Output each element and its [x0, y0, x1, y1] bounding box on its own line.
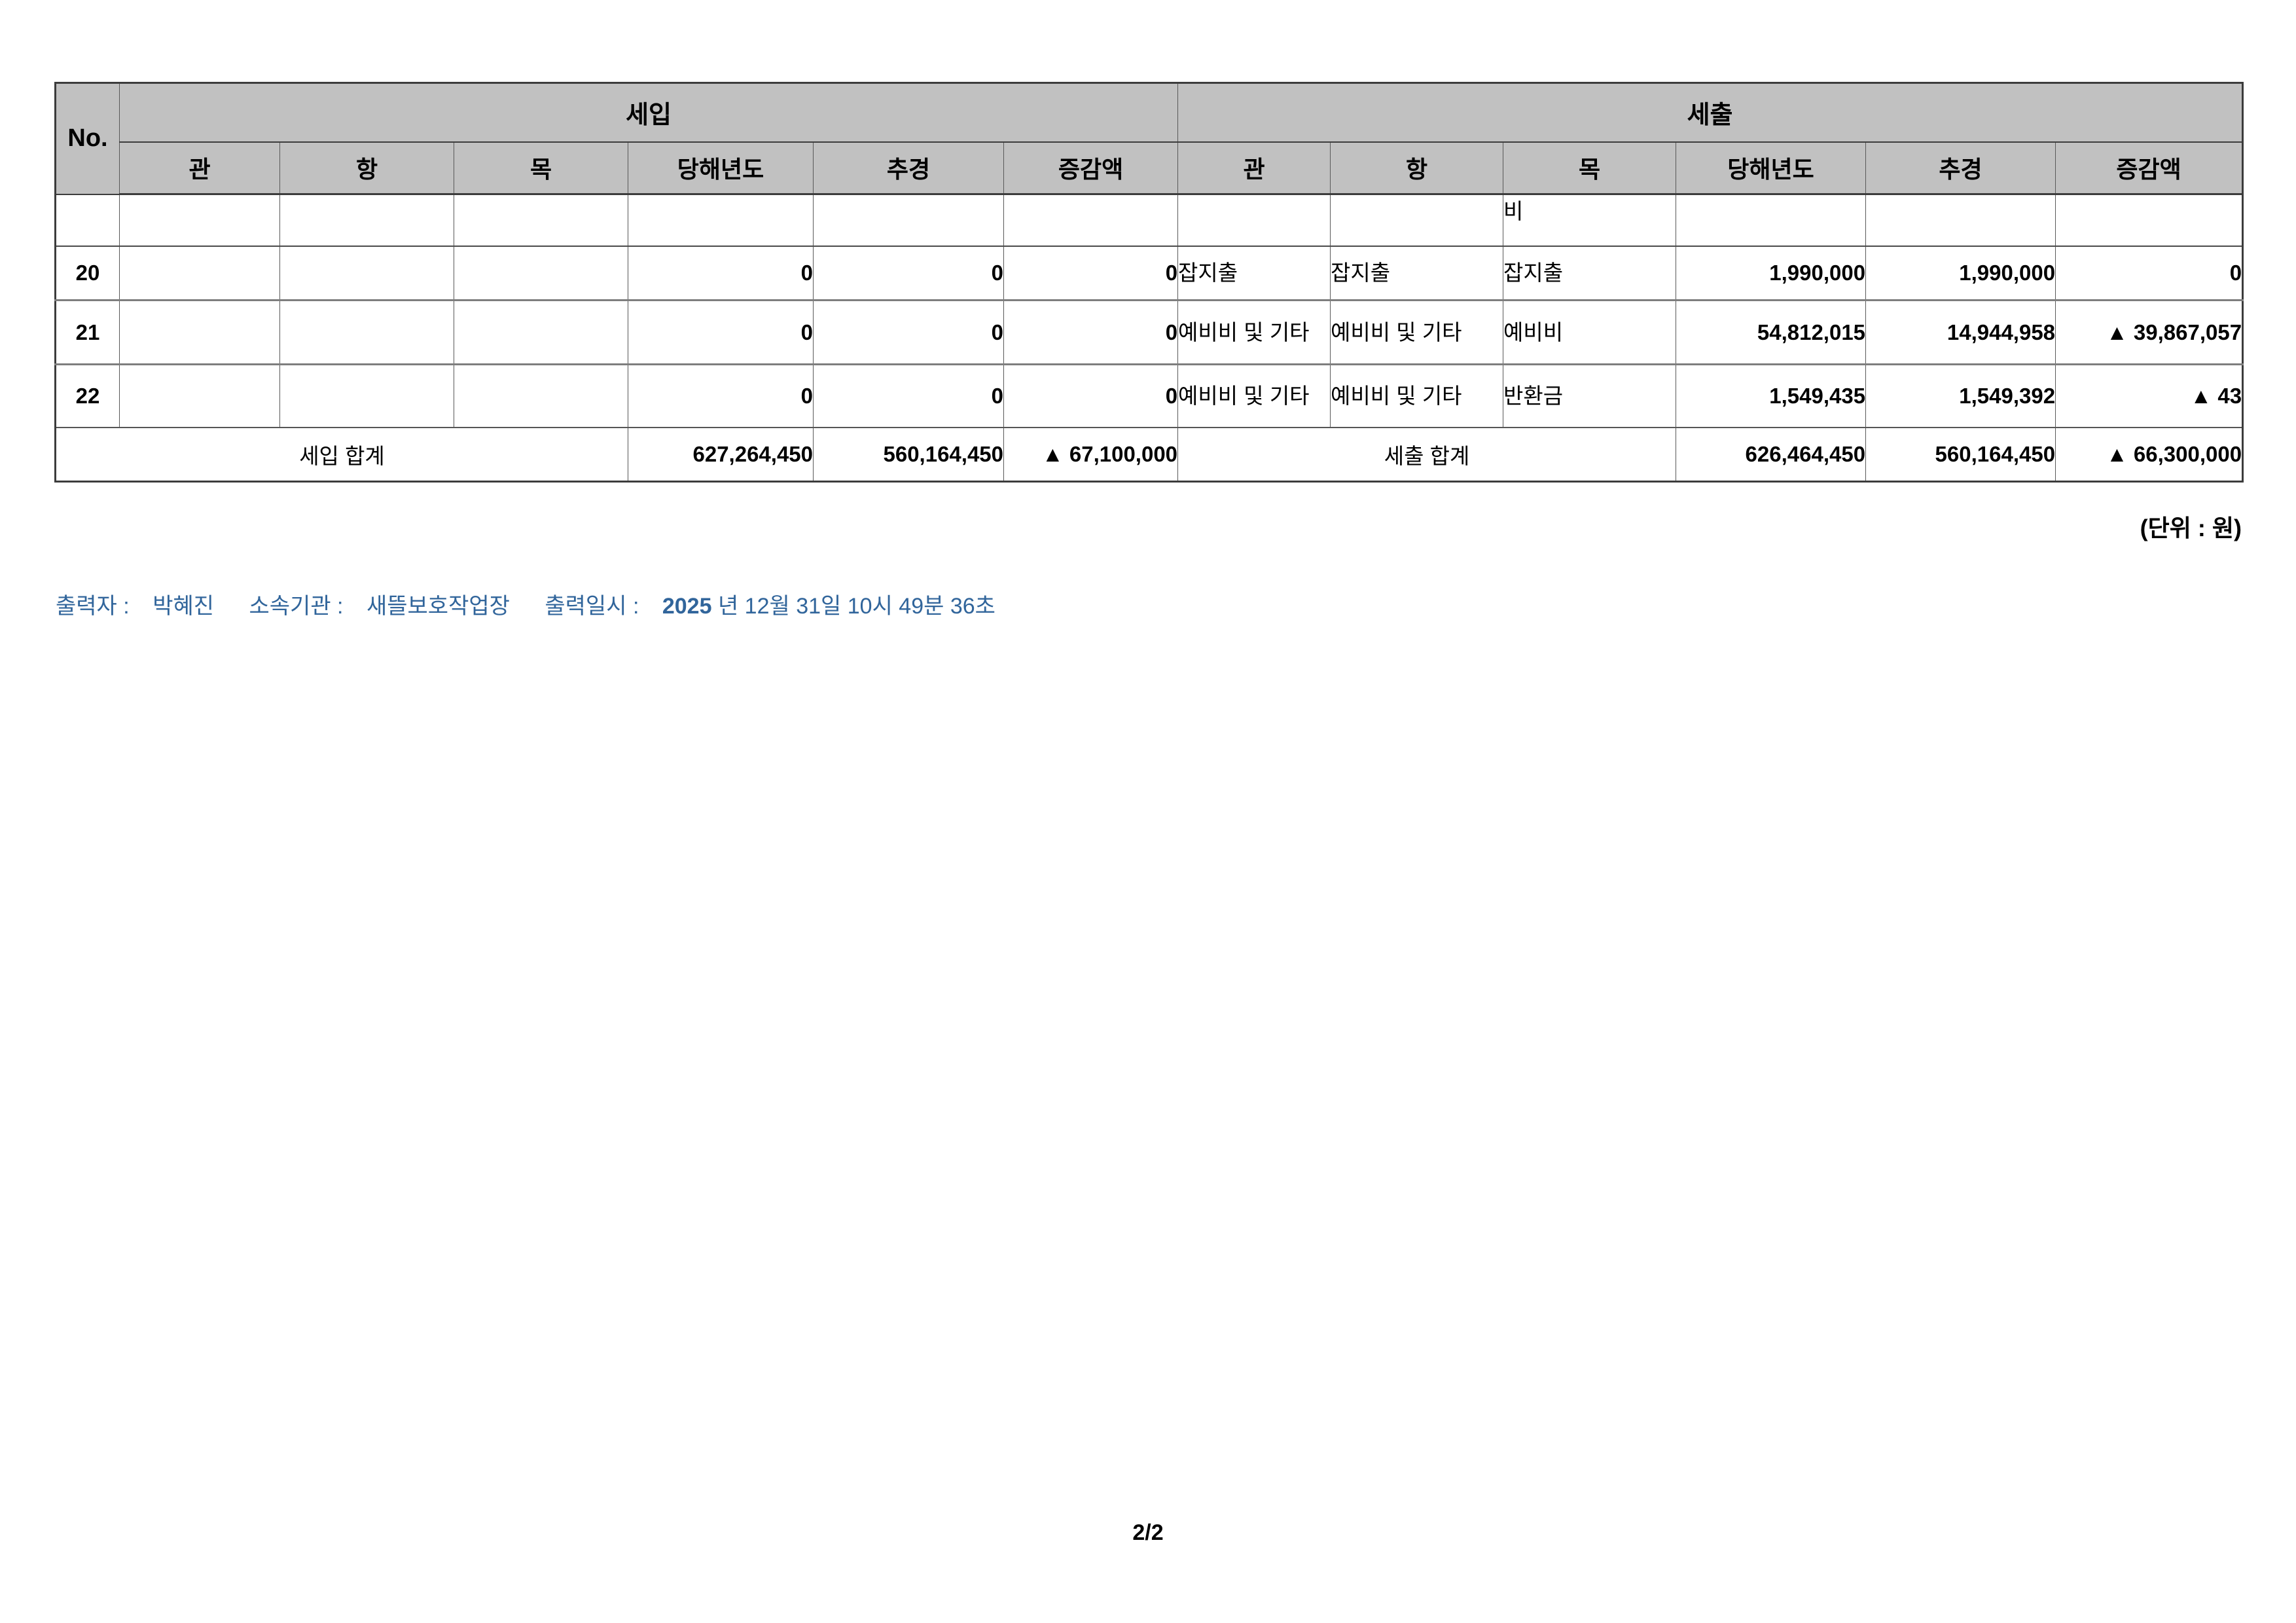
income-hang-cell	[279, 194, 454, 246]
expense-gwan-cell: 예비비 및 기타	[1177, 364, 1331, 428]
expense-hang-cell: 예비비 및 기타	[1330, 364, 1504, 428]
expense-hang-cell: 예비비 및 기타	[1330, 300, 1504, 365]
expense-suppl-cell: 1,990,000	[1865, 246, 2056, 301]
income-gwan-cell	[119, 300, 280, 365]
expense-current-year-header: 당해년도	[1676, 141, 1867, 195]
expense-total-label: 세출 합계	[1177, 427, 1677, 482]
expense-gwan-cell: 잡지출	[1177, 246, 1331, 301]
income-total-change: ▲ 67,100,000	[1003, 427, 1179, 482]
expense-current-cell: 1,990,000	[1676, 246, 1867, 301]
income-change-header: 증감액	[1003, 141, 1179, 195]
expense-total-suppl: 560,164,450	[1865, 427, 2056, 482]
income-mok-cell	[454, 300, 628, 365]
row-no: 20	[55, 246, 120, 301]
expense-total-change: ▲ 66,300,000	[2055, 427, 2244, 482]
expense-gwan-header: 관	[1177, 141, 1331, 195]
unit-note: (단위 : 원)	[2140, 515, 2242, 541]
income-current-cell: 0	[628, 246, 814, 301]
printer-label: 출력자 :	[56, 594, 130, 619]
income-current-year-header: 당해년도	[628, 141, 814, 195]
income-gwan-cell	[119, 194, 280, 246]
expense-hang-cell	[1330, 194, 1504, 246]
row-no: 21	[55, 300, 120, 365]
income-change-cell	[1003, 194, 1179, 246]
income-hang-cell	[279, 246, 454, 301]
expense-mok-cell: 비	[1503, 194, 1677, 246]
expense-suppl-cell: 14,944,958	[1865, 300, 2056, 365]
expense-change-cell	[2055, 194, 2244, 246]
income-change-cell: 0	[1003, 246, 1179, 301]
expense-suppl-cell: 1,549,392	[1865, 364, 2056, 428]
income-suppl-cell	[813, 194, 1004, 246]
row-no	[55, 194, 120, 246]
income-current-cell: 0	[628, 364, 814, 428]
expense-group-header: 세출	[1177, 82, 2244, 143]
income-change-cell: 0	[1003, 364, 1179, 428]
table-row-carryover: 비	[55, 194, 2244, 246]
org-name: 새뜰보호작업장	[366, 594, 510, 619]
income-change-cell: 0	[1003, 300, 1179, 365]
expense-gwan-cell	[1177, 194, 1331, 246]
expense-hang-header: 항	[1330, 141, 1504, 195]
income-mok-header: 목	[454, 141, 628, 195]
table-row-22: 22 0 0 0 예비비 및 기타 예비비 및 기타 반환금 1,549,435…	[55, 364, 2244, 428]
page-indicator: 2/2	[1132, 1520, 1164, 1545]
no-column-header: No.	[55, 82, 120, 195]
expense-change-cell: 0	[2055, 246, 2244, 301]
expense-mok-cell: 예비비	[1503, 300, 1677, 365]
income-gwan-cell	[119, 364, 280, 428]
org-label: 소속기관 :	[249, 594, 344, 619]
table-sub-header-row: 관 항 목 당해년도 추경 증감액 관 항 목 당해년도 추경 증감액	[56, 141, 2244, 195]
expense-change-cell: ▲ 43	[2055, 364, 2244, 428]
expense-current-cell	[1676, 194, 1867, 246]
datetime-rest: 년 12월 31일 10시 49분 36초	[717, 594, 996, 619]
table-total-row: 세입 합계 627,264,450 560,164,450 ▲ 67,100,0…	[55, 427, 2244, 482]
expense-total-current: 626,464,450	[1676, 427, 1867, 482]
expense-change-header: 증감액	[2055, 141, 2244, 195]
print-info-line: 출력자 : 박혜진 소속기관 : 새뜰보호작업장 출력일시 : 2025 년 1…	[56, 588, 996, 620]
budget-comparison-table: No. 세입 세출 관 항 목 당해년도 추경 증감액 관 항 목 당해년도 추…	[54, 82, 2244, 483]
row-no: 22	[55, 364, 120, 428]
income-group-header: 세입	[118, 82, 1179, 143]
income-gwan-cell	[119, 246, 280, 301]
income-total-current: 627,264,450	[628, 427, 814, 482]
income-total-suppl: 560,164,450	[813, 427, 1004, 482]
printer-name: 박혜진	[152, 594, 215, 619]
expense-mok-cell: 잡지출	[1503, 246, 1677, 301]
income-hang-cell	[279, 300, 454, 365]
income-mok-cell	[454, 194, 628, 246]
expense-suppl-cell	[1865, 194, 2056, 246]
table-group-header-row: No. 세입 세출	[55, 82, 2244, 195]
income-suppl-cell: 0	[813, 246, 1004, 301]
expense-mok-header: 목	[1503, 141, 1677, 195]
datetime-label: 출력일시 :	[545, 594, 639, 619]
income-supplement-header: 추경	[813, 141, 1004, 195]
income-hang-cell	[279, 364, 454, 428]
income-current-cell	[628, 194, 814, 246]
income-gwan-header: 관	[119, 141, 280, 195]
income-current-cell: 0	[628, 300, 814, 365]
table-row-20: 20 0 0 0 잡지출 잡지출 잡지출 1,990,000 1,990,000…	[55, 246, 2244, 301]
income-suppl-cell: 0	[813, 364, 1004, 428]
income-hang-header: 항	[279, 141, 454, 195]
expense-change-cell: ▲ 39,867,057	[2055, 300, 2244, 365]
expense-gwan-cell: 예비비 및 기타	[1177, 300, 1331, 365]
income-suppl-cell: 0	[813, 300, 1004, 365]
income-mok-cell	[454, 246, 628, 301]
datetime-year: 2025	[662, 594, 712, 619]
income-mok-cell	[454, 364, 628, 428]
expense-current-cell: 54,812,015	[1676, 300, 1867, 365]
expense-current-cell: 1,549,435	[1676, 364, 1867, 428]
expense-hang-cell: 잡지출	[1330, 246, 1504, 301]
table-row-21: 21 0 0 0 예비비 및 기타 예비비 및 기타 예비비 54,812,01…	[55, 300, 2244, 365]
expense-mok-cell: 반환금	[1503, 364, 1677, 428]
income-total-label: 세입 합계	[55, 427, 628, 482]
expense-supplement-header: 추경	[1865, 141, 2056, 195]
